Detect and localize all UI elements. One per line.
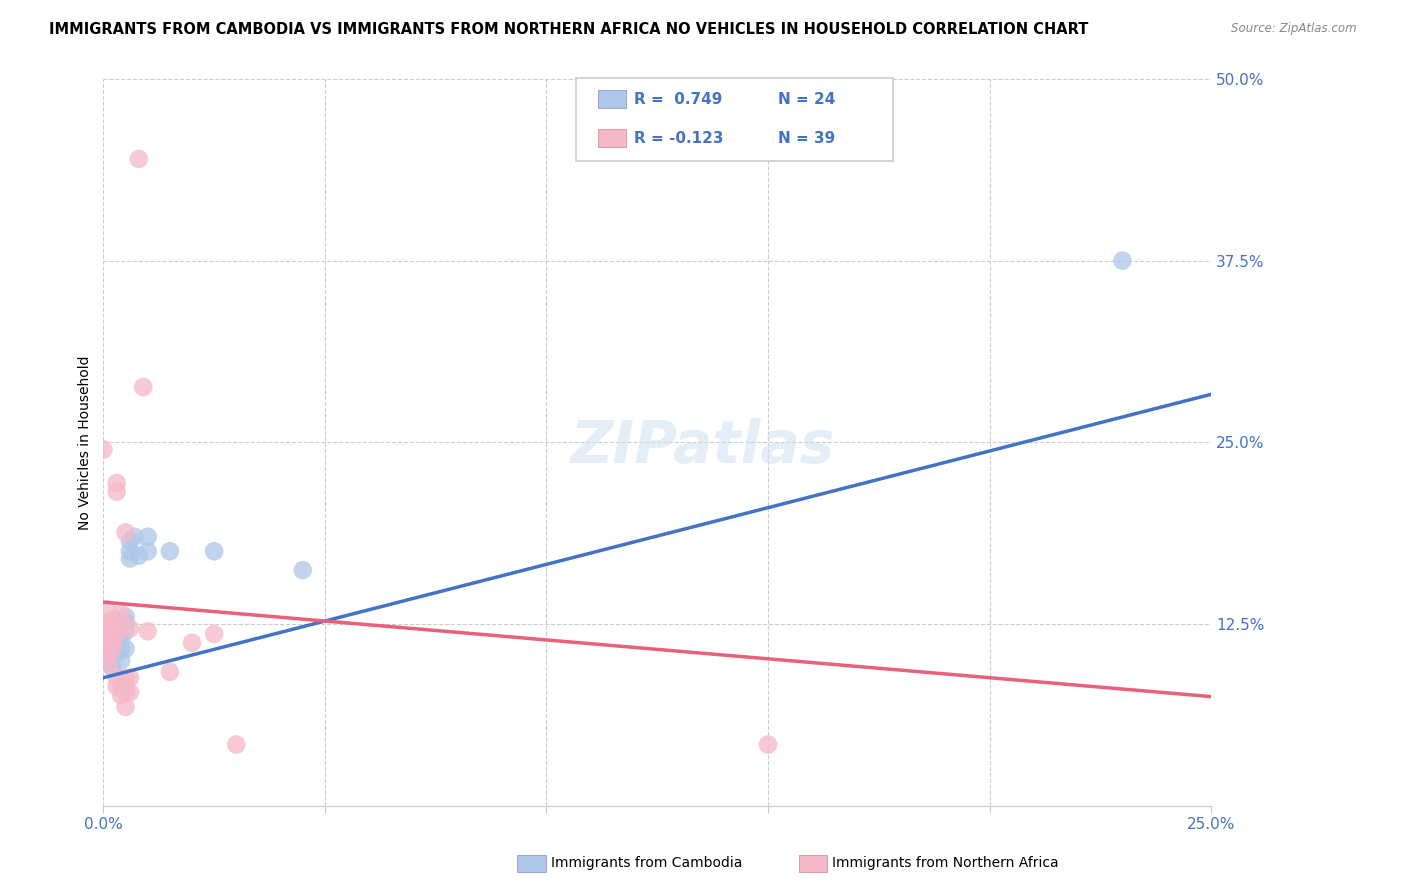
Point <box>118 544 141 558</box>
Point <box>128 549 150 563</box>
Text: ZIPatlas: ZIPatlas <box>571 417 835 475</box>
Point <box>114 685 136 699</box>
Point <box>101 660 124 674</box>
Point <box>114 699 136 714</box>
Point <box>136 544 159 558</box>
Point <box>114 680 136 694</box>
Point <box>110 688 132 702</box>
Point <box>132 380 155 394</box>
Point <box>136 530 159 544</box>
Point <box>101 621 124 635</box>
Point <box>105 621 128 635</box>
Point <box>1111 253 1133 268</box>
Text: R = -0.123: R = -0.123 <box>634 131 724 145</box>
Point <box>97 650 120 665</box>
Point <box>97 653 120 667</box>
Point <box>114 609 136 624</box>
Point <box>110 613 132 627</box>
Text: Immigrants from Northern Africa: Immigrants from Northern Africa <box>832 856 1059 871</box>
Point <box>105 627 128 641</box>
Point <box>105 632 128 646</box>
Point <box>110 653 132 667</box>
Point <box>101 627 124 641</box>
Point <box>110 632 132 646</box>
Point <box>105 475 128 490</box>
Point <box>101 646 124 660</box>
Point <box>124 530 146 544</box>
Point <box>118 551 141 566</box>
Point <box>159 544 181 558</box>
Point <box>118 685 141 699</box>
Point <box>118 534 141 549</box>
Text: Immigrants from Cambodia: Immigrants from Cambodia <box>551 856 742 871</box>
Point <box>114 671 136 685</box>
Point <box>105 639 128 653</box>
Point <box>97 641 120 656</box>
Point <box>97 636 120 650</box>
Point <box>202 627 225 641</box>
Point <box>105 671 128 685</box>
Point <box>181 636 204 650</box>
Point <box>118 671 141 685</box>
Point <box>202 544 225 558</box>
Point <box>97 616 120 631</box>
Point <box>114 624 136 639</box>
Point <box>110 680 132 694</box>
Text: IMMIGRANTS FROM CAMBODIA VS IMMIGRANTS FROM NORTHERN AFRICA NO VEHICLES IN HOUSE: IMMIGRANTS FROM CAMBODIA VS IMMIGRANTS F… <box>49 22 1088 37</box>
Y-axis label: No Vehicles in Household: No Vehicles in Household <box>79 355 93 530</box>
Point <box>97 656 120 670</box>
Text: Source: ZipAtlas.com: Source: ZipAtlas.com <box>1232 22 1357 36</box>
Point <box>136 624 159 639</box>
Text: N = 39: N = 39 <box>778 131 835 145</box>
Point <box>114 525 136 540</box>
Point <box>105 646 128 660</box>
Text: R =  0.749: R = 0.749 <box>634 92 723 106</box>
Point <box>128 152 150 166</box>
Point <box>110 641 132 656</box>
Point <box>291 563 314 577</box>
Point <box>101 641 124 656</box>
Point <box>101 613 124 627</box>
Point <box>105 484 128 499</box>
Point <box>118 621 141 635</box>
Point <box>97 627 120 641</box>
Point <box>114 615 136 630</box>
Point <box>110 607 132 621</box>
Point <box>105 680 128 694</box>
Point <box>97 602 120 616</box>
Point <box>159 665 181 679</box>
Point <box>101 636 124 650</box>
Point <box>93 442 115 457</box>
Point <box>756 738 779 752</box>
Point <box>225 738 247 752</box>
Point <box>114 641 136 656</box>
Text: N = 24: N = 24 <box>778 92 835 106</box>
